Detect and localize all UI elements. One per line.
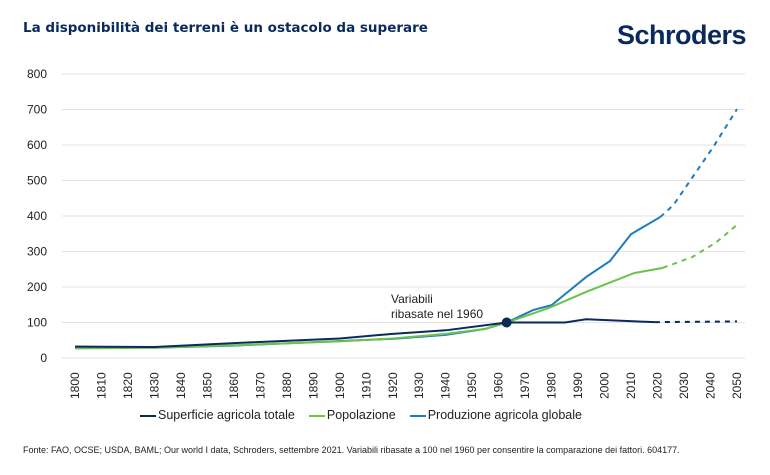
legend-swatch bbox=[409, 414, 426, 417]
series-line bbox=[74, 318, 655, 348]
y-tick-label: 600 bbox=[27, 138, 47, 152]
x-tick-label: 2020 bbox=[651, 372, 665, 399]
chart-title: La disponibilità dei terreni è un ostaco… bbox=[23, 20, 428, 36]
series-line bbox=[74, 266, 664, 350]
x-tick-label: 2030 bbox=[677, 372, 691, 399]
legend: Superficie agricola totale Popolazione P… bbox=[140, 408, 582, 422]
x-tick-label: 1980 bbox=[545, 372, 559, 399]
x-tick-label: 1840 bbox=[174, 372, 188, 399]
x-tick-label: 1850 bbox=[200, 372, 214, 399]
legend-item-produzione: Produzione agricola globale bbox=[409, 408, 582, 422]
x-tick-label: 1960 bbox=[492, 372, 506, 399]
series-projection-line bbox=[654, 320, 738, 324]
source-note: Fonte: FAO, OCSE; USDA, BAML; Our world … bbox=[23, 445, 680, 455]
legend-item-popolazione: Popolazione bbox=[308, 408, 396, 422]
x-tick-label: 1880 bbox=[280, 372, 294, 399]
x-tick-label: 1930 bbox=[412, 372, 426, 399]
x-tick-label: 2000 bbox=[598, 372, 612, 399]
x-tick-label: 1890 bbox=[306, 372, 320, 399]
series-projection-line bbox=[659, 108, 738, 218]
x-tick-label: 2010 bbox=[624, 372, 638, 399]
x-tick-label: 2050 bbox=[730, 372, 744, 399]
x-tick-label: 1860 bbox=[227, 372, 241, 399]
x-tick-label: 1940 bbox=[439, 372, 453, 399]
legend-swatch bbox=[308, 414, 325, 417]
x-tick-label: 2040 bbox=[704, 372, 718, 399]
y-tick-label: 400 bbox=[27, 209, 47, 223]
x-tick-label: 1970 bbox=[518, 372, 532, 399]
legend-swatch bbox=[140, 414, 156, 417]
x-tick-label: 1830 bbox=[147, 372, 161, 399]
y-tick-label: 300 bbox=[27, 245, 47, 259]
legend-label: Popolazione bbox=[326, 408, 396, 422]
x-tick-label: 1810 bbox=[94, 372, 108, 399]
series-projection-line bbox=[662, 224, 738, 269]
y-tick-label: 800 bbox=[27, 67, 47, 81]
y-tick-label: 200 bbox=[27, 280, 47, 294]
x-tick-label: 1920 bbox=[386, 372, 400, 399]
series-line bbox=[74, 216, 661, 349]
annotation-text: Variabili bbox=[391, 292, 433, 306]
x-tick-label: 1950 bbox=[465, 372, 479, 399]
legend-label: Produzione agricola globale bbox=[427, 408, 582, 422]
x-tick-label: 1910 bbox=[359, 372, 373, 399]
rebase-marker bbox=[501, 317, 512, 328]
x-tick-label: 1900 bbox=[333, 372, 347, 399]
legend-label: Superficie agricola totale bbox=[158, 408, 295, 422]
x-tick-label: 1990 bbox=[571, 372, 585, 399]
y-tick-label: 100 bbox=[27, 316, 47, 330]
schroders-logo: Schroders bbox=[616, 20, 747, 50]
x-tick-label: 1870 bbox=[253, 372, 267, 399]
x-tick-label: 1800 bbox=[68, 372, 82, 399]
y-tick-label: 700 bbox=[27, 103, 47, 117]
legend-item-superficie: Superficie agricola totale bbox=[140, 408, 295, 422]
annotation-text: ribasate nel 1960 bbox=[391, 307, 483, 321]
y-tick-label: 0 bbox=[40, 351, 47, 365]
x-tick-label: 1820 bbox=[121, 372, 135, 399]
y-tick-label: 500 bbox=[27, 174, 47, 188]
